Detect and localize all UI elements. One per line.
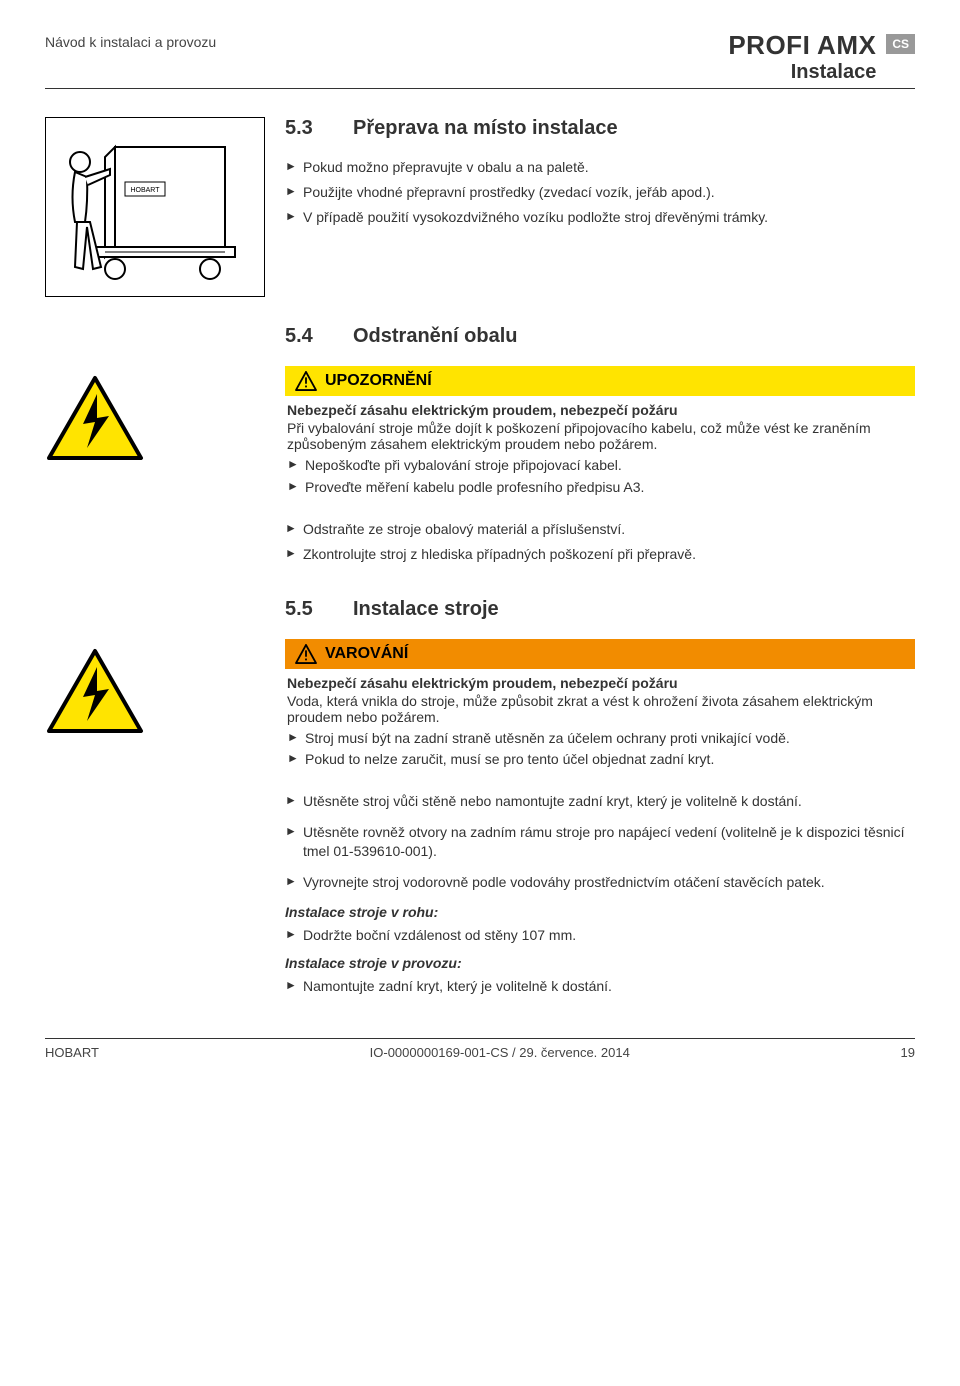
footer-docid: IO-0000000169-001-CS / 29. července. 201… (370, 1045, 630, 1060)
doc-type: Návod k instalaci a provozu (45, 30, 216, 50)
warning-box: VAROVÁNÍ Nebezpečí zásahu elektrickým pr… (285, 639, 915, 777)
warning-bullets: Stroj musí být na zadní straně utěsněn z… (287, 729, 913, 770)
list-item: Utěsněte rovněž otvory na zadním rámu st… (285, 823, 915, 861)
list-item: Utěsněte stroj vůči stěně nebo namontujt… (285, 792, 915, 811)
chapter-title: Instalace (728, 61, 876, 84)
sub-heading-corner: Instalace stroje v rohu: (285, 904, 915, 920)
list-item: Zkontrolujte stroj z hlediska případných… (285, 545, 915, 564)
section-number: 5.3 (285, 117, 325, 140)
caution-box: UPOZORNĚNÍ Nebezpečí zásahu elektrickým … (285, 366, 915, 504)
language-badge: CS (886, 34, 915, 54)
caution-heading: Nebezpečí zásahu elektrickým proudem, ne… (287, 402, 913, 418)
list-item: Namontujte zadní kryt, který je voliteln… (285, 977, 915, 996)
warning-text: Voda, která vnikla do stroje, může způso… (287, 693, 913, 725)
list-item: Stroj musí být na zadní straně utěsněn z… (287, 729, 913, 748)
section-5-5: . 5.5 Instalace stroje VAROVÁNÍ Nebezpeč… (45, 598, 915, 1002)
electric-hazard-icon (45, 374, 145, 464)
caution-bullets: Nepoškoďte při vybalování stroje připojo… (287, 456, 913, 497)
section-5-4: . 5.4 Odstranění obalu UPOZORNĚNÍ Nebezp… (45, 325, 915, 570)
sub-heading-operation: Instalace stroje v provozu: (285, 955, 915, 971)
electric-hazard-icon (45, 647, 145, 737)
section-title: Přeprava na místo instalace (353, 117, 618, 140)
svg-text:HOBART: HOBART (130, 187, 160, 194)
list-item: Nepoškoďte při vybalování stroje připojo… (287, 456, 913, 475)
sec55-sub1: Dodržte boční vzdálenost od stěny 107 mm… (285, 926, 915, 945)
warning-icon (295, 644, 317, 664)
section-title: Odstranění obalu (353, 325, 517, 348)
warning-heading: Nebezpečí zásahu elektrickým proudem, ne… (287, 675, 913, 691)
section-number: 5.4 (285, 325, 325, 348)
section-number: 5.5 (285, 598, 325, 621)
section-title: Instalace stroje (353, 598, 499, 621)
warning-label: VAROVÁNÍ (325, 645, 408, 663)
list-item: Pokud možno přepravujte v obalu a na pal… (285, 158, 915, 177)
header-right: PROFI AMX Instalace CS (728, 30, 915, 84)
transport-illustration: HOBART (45, 117, 265, 297)
section-5-3: HOBART 5.3 Přeprava na místo instalace P… (45, 117, 915, 297)
caution-label: UPOZORNĚNÍ (325, 372, 432, 390)
caution-text: Při vybalování stroje může dojít k poško… (287, 420, 913, 452)
list-item: Pokud to nelze zaručit, musí se pro tent… (287, 750, 913, 769)
footer-pagenum: 19 (901, 1045, 915, 1060)
warning-icon (295, 371, 317, 391)
product-name: PROFI AMX (728, 30, 876, 61)
list-item: Proveďte měření kabelu podle profesního … (287, 478, 913, 497)
sec55-sub2: Namontujte zadní kryt, který je voliteln… (285, 977, 915, 996)
list-item: V případě použití vysokozdvižného vozíku… (285, 208, 915, 227)
footer-brand: HOBART (45, 1045, 99, 1060)
sec55-after: Utěsněte stroj vůči stěně nebo namontujt… (285, 792, 915, 892)
list-item: Dodržte boční vzdálenost od stěny 107 mm… (285, 926, 915, 945)
page-header: Návod k instalaci a provozu PROFI AMX In… (45, 30, 915, 89)
sec54-after: Odstraňte ze stroje obalový materiál a p… (285, 520, 915, 564)
list-item: Odstraňte ze stroje obalový materiál a p… (285, 520, 915, 539)
list-item: Použijte vhodné přepravní prostředky (zv… (285, 183, 915, 202)
page-footer: HOBART IO-0000000169-001-CS / 29. červen… (45, 1038, 915, 1060)
list-item: Vyrovnejte stroj vodorovně podle vodováh… (285, 873, 915, 892)
sec53-list: Pokud možno přepravujte v obalu a na pal… (285, 158, 915, 227)
